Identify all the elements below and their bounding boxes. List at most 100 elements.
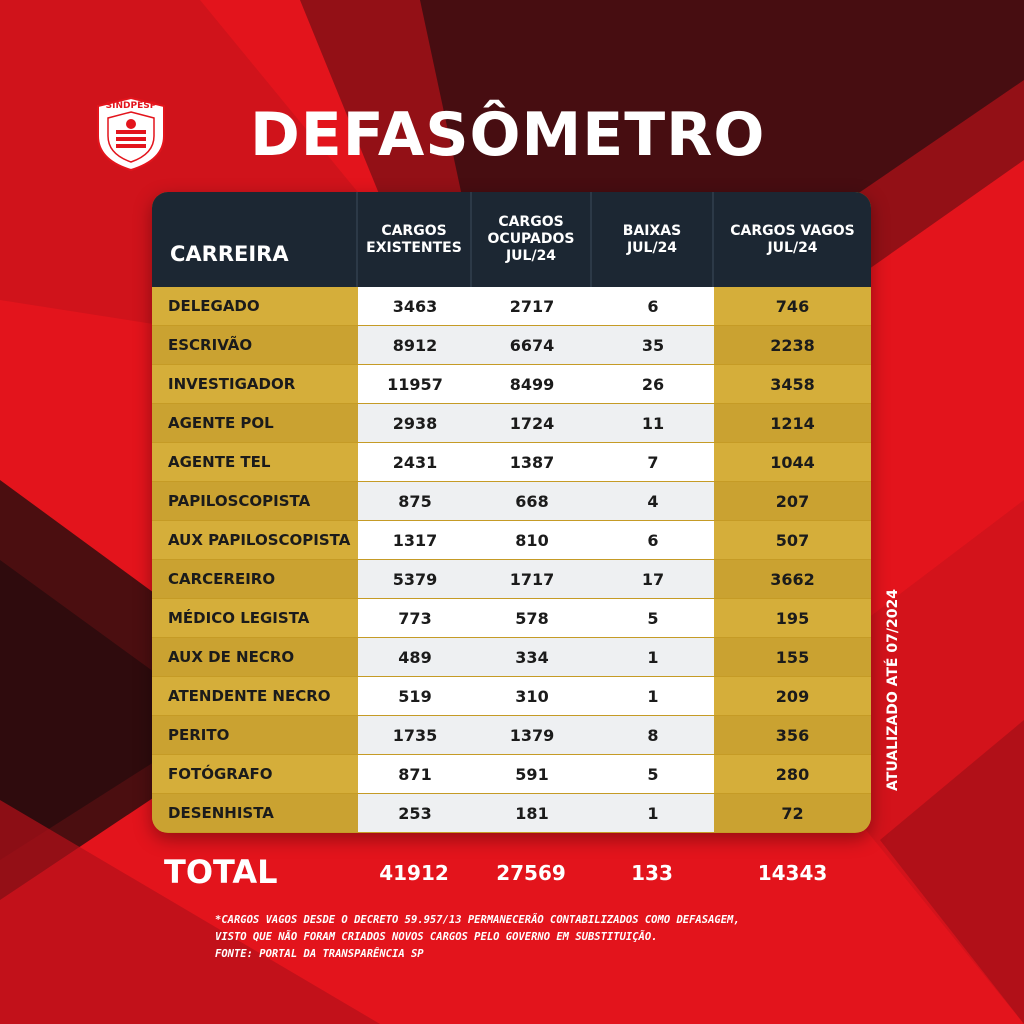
header-cargos-vagos: CARGOS VAGOS JUL/24 (730, 222, 855, 256)
header-divider (356, 192, 358, 287)
header-divider (470, 192, 472, 287)
table-row: AUX PAPILOSCOPISTA 1317 810 6 507 (152, 521, 871, 560)
cell-cargos-vagos: 195 (714, 599, 871, 637)
cell-cargos-vagos: 155 (714, 638, 871, 676)
cell-carreira: AUX DE NECRO (152, 638, 358, 676)
cell-cargos-existentes: 11957 (358, 365, 472, 403)
cell-baixas: 5 (592, 599, 714, 637)
cell-baixas: 8 (592, 716, 714, 754)
cell-baixas: 1 (592, 638, 714, 676)
updated-note-text: ATUALIZADO ATÉ 07/2024 (885, 589, 901, 791)
footnote-source: FONTE: PORTAL DA TRANSPARÊNCIA SP (215, 948, 424, 960)
cell-cargos-ocupados: 1724 (472, 404, 592, 442)
cell-cargos-ocupados: 2717 (472, 287, 592, 325)
table-header: CARREIRA CARGOS EXISTENTES CARGOS OCUPAD… (152, 192, 871, 287)
updated-note: ATUALIZADO ATÉ 07/2024 (881, 565, 905, 815)
logo-shield-icon (97, 96, 165, 172)
cell-cargos-ocupados: 334 (472, 638, 592, 676)
defasometro-table: CARREIRA CARGOS EXISTENTES CARGOS OCUPAD… (152, 192, 871, 833)
header-divider (712, 192, 714, 287)
cell-cargos-ocupados: 591 (472, 755, 592, 793)
cell-baixas: 1 (592, 794, 714, 832)
cell-cargos-existentes: 875 (358, 482, 472, 520)
header-cargos-ocupados: CARGOS OCUPADOS JUL/24 (487, 214, 575, 264)
cell-baixas: 6 (592, 287, 714, 325)
cell-cargos-existentes: 1317 (358, 521, 472, 559)
total-label: TOTAL (164, 853, 278, 891)
cell-cargos-vagos: 72 (714, 794, 871, 832)
table-row: ESCRIVÃO 8912 6674 35 2238 (152, 326, 871, 365)
cell-carreira: FOTÓGRAFO (152, 755, 358, 793)
cell-baixas: 11 (592, 404, 714, 442)
cell-cargos-existentes: 8912 (358, 326, 472, 364)
header-baixas: BAIXAS JUL/24 (622, 222, 682, 256)
cell-cargos-ocupados: 1717 (472, 560, 592, 598)
cell-baixas: 4 (592, 482, 714, 520)
cell-cargos-existentes: 773 (358, 599, 472, 637)
table-row: PAPILOSCOPISTA 875 668 4 207 (152, 482, 871, 521)
cell-carreira: AGENTE POL (152, 404, 358, 442)
footnote: *CARGOS VAGOS DESDE O DECRETO 59.957/13 … (215, 912, 855, 963)
table-row: ATENDENTE NECRO 519 310 1 209 (152, 677, 871, 716)
table-row: AUX DE NECRO 489 334 1 155 (152, 638, 871, 677)
cell-cargos-vagos: 3458 (714, 365, 871, 403)
table-row: FOTÓGRAFO 871 591 5 280 (152, 755, 871, 794)
total-cargos-vagos: 14343 (757, 861, 828, 885)
total-cargos-existentes: 41912 (379, 861, 449, 885)
cell-carreira: PAPILOSCOPISTA (152, 482, 358, 520)
cell-baixas: 1 (592, 677, 714, 715)
table-row: CARCEREIRO 5379 1717 17 3662 (152, 560, 871, 599)
cell-cargos-existentes: 519 (358, 677, 472, 715)
cell-cargos-existentes: 2431 (358, 443, 472, 481)
table-row: PERITO 1735 1379 8 356 (152, 716, 871, 755)
cell-cargos-existentes: 5379 (358, 560, 472, 598)
table-row: AGENTE POL 2938 1724 11 1214 (152, 404, 871, 443)
cell-cargos-existentes: 1735 (358, 716, 472, 754)
cell-baixas: 6 (592, 521, 714, 559)
cell-cargos-vagos: 746 (714, 287, 871, 325)
cell-cargos-vagos: 1044 (714, 443, 871, 481)
cell-baixas: 17 (592, 560, 714, 598)
cell-cargos-ocupados: 8499 (472, 365, 592, 403)
cell-baixas: 26 (592, 365, 714, 403)
cell-cargos-existentes: 3463 (358, 287, 472, 325)
cell-cargos-vagos: 2238 (714, 326, 871, 364)
cell-carreira: ESCRIVÃO (152, 326, 358, 364)
sindpesp-logo: SINDPESP (94, 96, 168, 172)
table-row: INVESTIGADOR 11957 8499 26 3458 (152, 365, 871, 404)
footnote-line: *CARGOS VAGOS DESDE O DECRETO 59.957/13 … (215, 914, 740, 926)
footnote-line: VISTO QUE NÃO FORAM CRIADOS NOVOS CARGOS… (215, 931, 658, 943)
logo-text: SINDPESP (105, 101, 157, 111)
cell-cargos-existentes: 489 (358, 638, 472, 676)
table-row: DESENHISTA 253 181 1 72 (152, 794, 871, 833)
cell-cargos-ocupados: 1379 (472, 716, 592, 754)
cell-cargos-ocupados: 1387 (472, 443, 592, 481)
cell-cargos-vagos: 3662 (714, 560, 871, 598)
cell-cargos-ocupados: 181 (472, 794, 592, 832)
table-row: AGENTE TEL 2431 1387 7 1044 (152, 443, 871, 482)
cell-carreira: CARCEREIRO (152, 560, 358, 598)
cell-cargos-vagos: 1214 (714, 404, 871, 442)
cell-carreira: INVESTIGADOR (152, 365, 358, 403)
cell-cargos-ocupados: 578 (472, 599, 592, 637)
cell-cargos-existentes: 253 (358, 794, 472, 832)
cell-carreira: MÉDICO LEGISTA (152, 599, 358, 637)
cell-cargos-ocupados: 810 (472, 521, 592, 559)
page-title: DEFASÔMETRO (250, 100, 766, 170)
cell-carreira: AUX PAPILOSCOPISTA (152, 521, 358, 559)
cell-carreira: DELEGADO (152, 287, 358, 325)
cell-cargos-vagos: 507 (714, 521, 871, 559)
total-baixas: 133 (631, 861, 673, 885)
cell-cargos-vagos: 280 (714, 755, 871, 793)
table-body: DELEGADO 3463 2717 6 746 ESCRIVÃO 8912 6674 35 22… (152, 287, 871, 833)
header-cargos-existentes: CARGOS EXISTENTES (366, 222, 462, 256)
cell-baixas: 7 (592, 443, 714, 481)
total-cargos-ocupados: 27569 (496, 861, 566, 885)
cell-cargos-existentes: 871 (358, 755, 472, 793)
cell-cargos-vagos: 209 (714, 677, 871, 715)
cell-carreira: ATENDENTE NECRO (152, 677, 358, 715)
cell-carreira: PERITO (152, 716, 358, 754)
header-divider (590, 192, 592, 287)
cell-cargos-ocupados: 668 (472, 482, 592, 520)
cell-cargos-vagos: 356 (714, 716, 871, 754)
